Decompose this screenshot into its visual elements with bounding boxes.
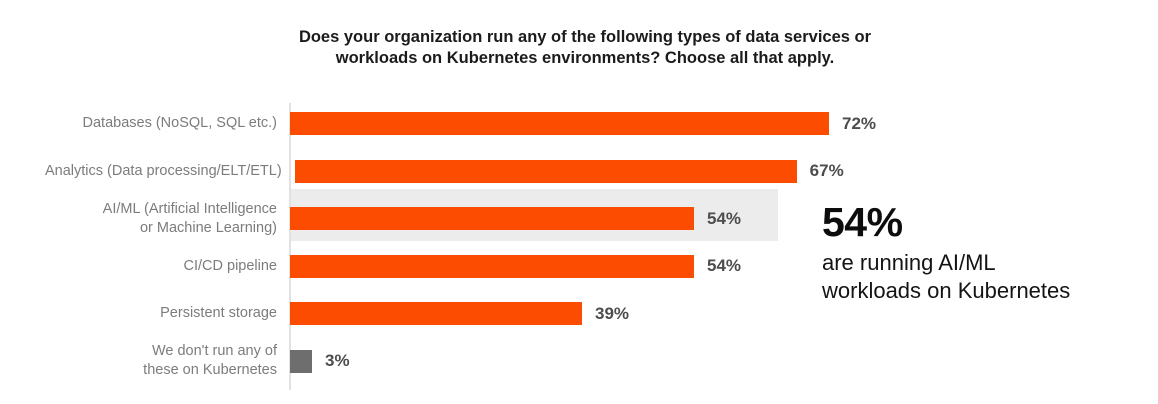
bar: [290, 112, 829, 136]
bar: [290, 254, 694, 278]
category-label: Databases (NoSQL, SQL etc.): [45, 114, 290, 133]
chart-row: AI/ML (Artificial Intelligence or Machine…: [45, 195, 1150, 243]
bar-track: 54%: [290, 254, 1150, 278]
callout-subtext: are running AI/ML workloads on Kubernete…: [822, 249, 1070, 305]
callout-annotation: 54% are running AI/ML workloads on Kuber…: [822, 199, 1070, 305]
bar-track: 54%: [290, 207, 1150, 231]
category-label-line: CI/CD pipeline: [183, 257, 278, 274]
category-label-line: We don't run any of: [151, 343, 277, 360]
chart-row: We don't run any of these on Kubernetes 3%: [45, 338, 1150, 386]
bar-track: 39%: [290, 302, 1150, 326]
category-label: CI/CD pipeline: [45, 257, 290, 276]
category-label-line: Analytics (Data processing/ELT/ETL): [45, 162, 282, 179]
value-label: 54%: [707, 208, 742, 228]
bar-chart-area: Databases (NoSQL, SQL etc.) 72% Analytics …: [45, 100, 1150, 390]
value-label: 72%: [842, 113, 877, 133]
bar: [290, 302, 582, 326]
category-label: AI/ML (Artificial Intelligence or Machine…: [45, 200, 290, 238]
category-label: We don't run any of these on Kubernetes: [45, 342, 290, 380]
category-label-line: or Machine Learning): [139, 219, 277, 236]
chart-row: Databases (NoSQL, SQL etc.) 72%: [45, 100, 1150, 148]
y-axis-line: [289, 103, 291, 390]
category-label-line: Databases (NoSQL, SQL etc.): [82, 115, 278, 132]
chart-row: CI/CD pipeline 54%: [45, 243, 1150, 291]
bar-track: 3%: [290, 349, 1150, 373]
value-label: 3%: [325, 351, 350, 371]
callout-subtext-line-1: are running AI/ML: [822, 250, 996, 276]
category-label-line: AI/ML (Artificial Intelligence: [102, 200, 277, 217]
chart-row: Analytics (Data processing/ELT/ETL) 67%: [45, 148, 1150, 196]
bar-track: 67%: [294, 159, 1150, 183]
callout-subtext-line-2: workloads on Kubernetes: [822, 278, 1071, 304]
chart-title-line-1: Does your organization run any of the fo…: [298, 28, 872, 46]
value-label: 54%: [707, 256, 742, 276]
value-label: 39%: [595, 303, 630, 323]
category-label-line: Persistent storage: [160, 305, 277, 322]
category-label: Persistent storage: [45, 304, 290, 323]
value-label: 67%: [809, 161, 844, 181]
chart-title: Does your organization run any of the fo…: [0, 27, 1158, 69]
category-label: Analytics (Data processing/ELT/ETL): [45, 162, 295, 181]
category-label-line: these on Kubernetes: [143, 362, 277, 379]
chart-title-line-2: workloads on Kubernetes environments? Ch…: [335, 49, 835, 67]
callout-headline: 54%: [822, 199, 903, 245]
chart-rows: Databases (NoSQL, SQL etc.) 72% Analytics …: [45, 100, 1150, 385]
bar: [290, 207, 694, 231]
bar: [294, 159, 797, 183]
chart-row: Persistent storage 39%: [45, 290, 1150, 338]
bar-track: 72%: [290, 112, 1150, 136]
bar: [290, 349, 312, 373]
